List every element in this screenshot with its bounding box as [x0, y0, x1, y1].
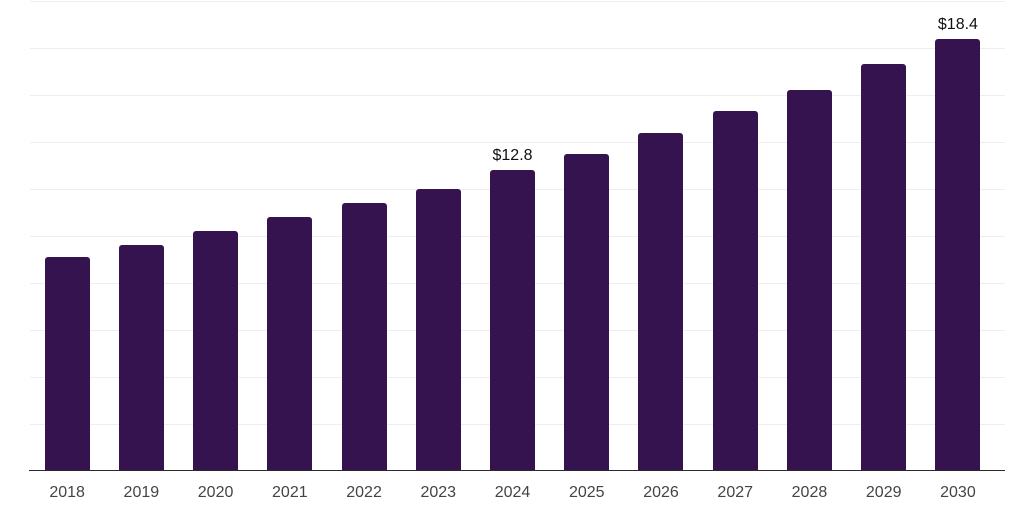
bar-slot-2025 [550, 0, 624, 471]
bar-slot-2030: $18.4 [921, 0, 995, 471]
x-tick-label-2025: 2025 [568, 484, 605, 501]
bar-slot-2024: $12.8 [475, 0, 549, 471]
x-tick-label-2027: 2027 [717, 484, 754, 501]
bars-container: $12.8 $18.4 [30, 0, 995, 471]
x-tick-label-2029: 2029 [865, 484, 902, 501]
bar-slot-2018 [30, 0, 104, 471]
x-axis-line [29, 469, 1005, 471]
bar-value-label-2024: $12.8 [492, 147, 533, 165]
x-tick-label-2024: 2024 [494, 484, 531, 501]
x-axis-labels: 2018 2019 2020 2021 2022 2023 2024 2025 2026 2027… [30, 485, 995, 501]
x-tick-label-2030: 2030 [940, 484, 976, 501]
x-tick-label-2021: 2021 [272, 484, 308, 501]
bar-slot-2023 [401, 0, 475, 471]
bar-2029 [861, 64, 907, 471]
x-tick-label-2018: 2018 [49, 484, 85, 501]
bar-2021 [267, 217, 313, 471]
bar-slot-2021 [253, 0, 327, 471]
gridline [30, 48, 1005, 49]
bar-2019 [118, 245, 164, 471]
bar-slot-2027 [698, 0, 772, 471]
bar-2026 [638, 132, 684, 471]
x-tick-label-2028: 2028 [791, 484, 828, 501]
bar-2028 [786, 90, 832, 471]
gridline [30, 142, 1005, 143]
bar-2020 [193, 231, 239, 471]
bar-slot-2019 [104, 0, 178, 471]
gridline [30, 1, 1005, 2]
bar-2025 [564, 153, 610, 471]
bar-slot-2026 [624, 0, 698, 471]
bar-slot-2022 [327, 0, 401, 471]
bar-2027 [712, 111, 758, 471]
x-tick-label-2023: 2023 [420, 484, 457, 501]
bar-value-label-2030: $18.4 [937, 15, 978, 33]
bar-2024 [490, 170, 536, 471]
gridline [30, 95, 1005, 96]
bar-slot-2020 [178, 0, 252, 471]
bar-2023 [415, 189, 461, 471]
x-tick-label-2026: 2026 [643, 484, 679, 501]
bar-2030 [935, 38, 981, 471]
bar-2018 [44, 257, 90, 471]
x-tick-label-2019: 2019 [123, 484, 160, 501]
plot-area: $12.8 $18.4 [29, 0, 1005, 471]
bar-2022 [341, 203, 387, 471]
x-tick-label-2020: 2020 [197, 484, 234, 501]
bar-slot-2029 [847, 0, 921, 471]
bar-slot-2028 [772, 0, 846, 471]
x-tick-label-2022: 2022 [346, 484, 382, 501]
